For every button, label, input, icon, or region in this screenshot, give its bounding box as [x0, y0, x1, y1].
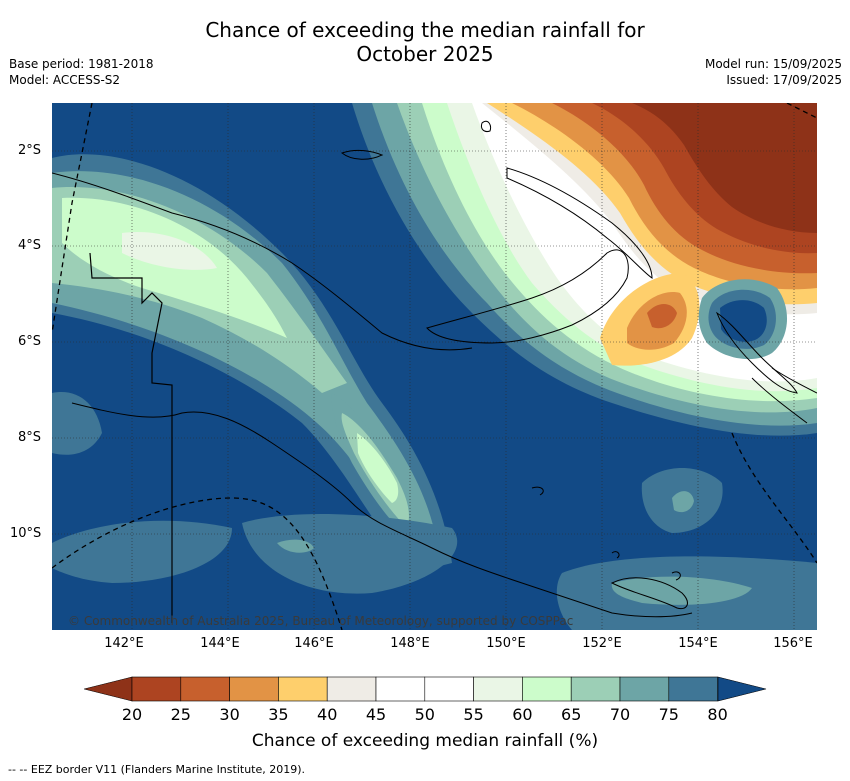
new-guinea-north-coast: [52, 172, 473, 351]
new-ireland: [506, 167, 653, 279]
copyright-credit: © Commonwealth of Australia 2025, Bureau…: [68, 614, 574, 628]
patch-se-2: [672, 491, 694, 513]
lat-label-6s: 6°S: [18, 334, 42, 349]
colorbar-segment: [326, 676, 377, 702]
map-title: Chance of exceeding the median rainfall …: [0, 18, 850, 66]
eez-border-west: [52, 103, 93, 334]
patch-sw: [242, 513, 458, 594]
eez-border-east: [731, 432, 817, 564]
colorbar-tick-label: 40: [317, 705, 338, 724]
colorbar-segment: [619, 676, 670, 702]
colorbar-under-arrow: [84, 676, 133, 702]
colorbar-tick-label: 45: [365, 705, 387, 724]
contour-55-west: [122, 232, 217, 270]
trobriand-islands: [531, 486, 681, 581]
lon-label-152e: 152°E: [582, 636, 622, 651]
graticule: [52, 103, 817, 630]
colorbar-tick-label: 20: [121, 705, 143, 724]
patch-s-east-2: [611, 576, 752, 605]
map-canvas: [52, 103, 817, 630]
lon-label-154e: 154°E: [678, 636, 718, 651]
rainfall-map: [52, 103, 817, 630]
colorbar-tick-label: 65: [561, 705, 582, 724]
blob-high-core: [720, 300, 767, 342]
manus: [340, 149, 384, 160]
meta-right: Model run: 15/09/2025 Issued: 17/09/2025: [705, 56, 842, 88]
louisiade: [610, 577, 688, 610]
colorbar-segment: [278, 676, 328, 702]
base-period: Base period: 1981-2018: [9, 57, 154, 71]
colorbar-tick-label: 25: [170, 705, 191, 724]
model-name: Model: ACCESS-S2: [9, 73, 121, 87]
colorbar-segment: [131, 676, 182, 702]
eez-borders: [52, 103, 817, 630]
blob-low-core: [647, 304, 677, 329]
colorbar-segments: [131, 676, 718, 702]
lat-label-2s: 2°S: [18, 143, 42, 158]
patch-west-edge: [52, 392, 102, 455]
papua-border: [89, 252, 173, 623]
colorbar-tick-label: 35: [268, 705, 289, 724]
solomons: [751, 367, 817, 424]
colorbar-segment: [668, 676, 718, 702]
colorbar-segment: [473, 676, 523, 702]
bougainville: [715, 311, 798, 394]
lat-label-4s: 4°S: [18, 238, 42, 253]
lon-label-150e: 150°E: [486, 636, 526, 651]
model-run: Model run: 15/09/2025: [704, 57, 842, 71]
lon-label-156e: 156°E: [773, 636, 813, 651]
lon-label-146e: 146°E: [294, 636, 334, 651]
map-title-line1: Chance of exceeding the median rainfall …: [205, 18, 645, 42]
colorbar-tick-label: 80: [707, 705, 728, 724]
colorbar-tick-label: 55: [463, 705, 484, 724]
coastlines: [52, 120, 817, 623]
patch-sw-edge: [52, 520, 232, 583]
lat-label-10s: 10°S: [10, 526, 42, 541]
colorbar-segment: [570, 676, 621, 702]
colorbar-tick-label: 50: [414, 705, 435, 724]
colorbar-tick-label: 30: [219, 705, 240, 724]
colorbar-segment: [229, 676, 279, 702]
admiralty-islands: [481, 120, 491, 132]
colorbar-title: Chance of exceeding median rainfall (%): [251, 731, 599, 751]
lat-label-8s: 8°S: [18, 430, 42, 445]
lon-label-148e: 148°E: [390, 636, 430, 651]
issued-date: Issued: 17/09/2025: [726, 73, 842, 87]
colorbar-tick-label: 75: [658, 705, 679, 724]
contour-under-east: [632, 103, 817, 233]
eez-border-ne: [786, 103, 817, 119]
colorbar-segment: [424, 676, 474, 702]
meta-left: Base period: 1981-2018 Model: ACCESS-S2: [9, 56, 154, 88]
colorbar-tick-label: 70: [609, 705, 631, 724]
map-title-line2: October 2025: [356, 42, 494, 66]
colorbar-segment: [180, 676, 230, 702]
colorbar-over-arrow: [717, 676, 767, 702]
colorbar-segment: [375, 676, 426, 702]
colorbar: [84, 676, 767, 702]
colorbar-segment: [522, 676, 572, 702]
contour-60-central: [357, 433, 399, 503]
colorbar-tick-label: 60: [512, 705, 533, 724]
lon-label-142e: 142°E: [104, 636, 144, 651]
new-guinea-south-coast: [71, 402, 693, 618]
new-britain: [426, 249, 629, 344]
eez-legend-note: -- -- EEZ border V11 (Flanders Marine In…: [8, 763, 306, 776]
patch-sw-2: [277, 539, 314, 553]
lon-label-144e: 144°E: [200, 636, 240, 651]
